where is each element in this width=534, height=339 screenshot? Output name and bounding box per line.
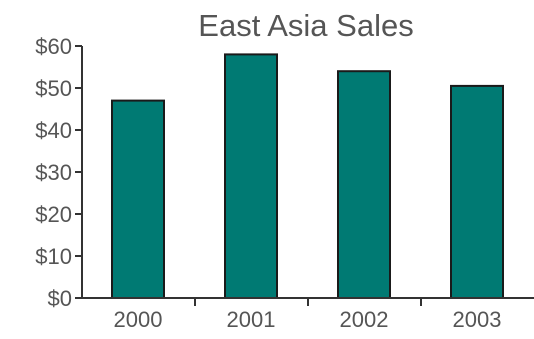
y-tick-label: $60 (35, 34, 72, 59)
y-tick-label: $0 (48, 286, 72, 311)
x-tick-label: 2003 (453, 307, 502, 332)
bars (111, 53, 504, 300)
bar-2001 (224, 53, 278, 300)
x-tick-label: 2001 (227, 307, 276, 332)
y-tick-label: $10 (35, 244, 72, 269)
y-tick-label: $40 (35, 118, 72, 143)
x-axis-ticks: 2000 2001 2002 2003 (114, 298, 502, 332)
y-tick-label: $20 (35, 202, 72, 227)
y-tick-label: $30 (35, 160, 72, 185)
bar-2003 (450, 84, 504, 300)
x-tick-label: 2002 (340, 307, 389, 332)
bar-2002 (337, 70, 391, 299)
x-tick-label: 2000 (114, 307, 163, 332)
y-tick-label: $50 (35, 76, 72, 101)
bar-2000 (111, 99, 165, 299)
chart-title: East Asia Sales (198, 8, 413, 43)
y-axis-ticks: $0 $10 $20 $30 $40 $50 $60 (35, 34, 82, 311)
